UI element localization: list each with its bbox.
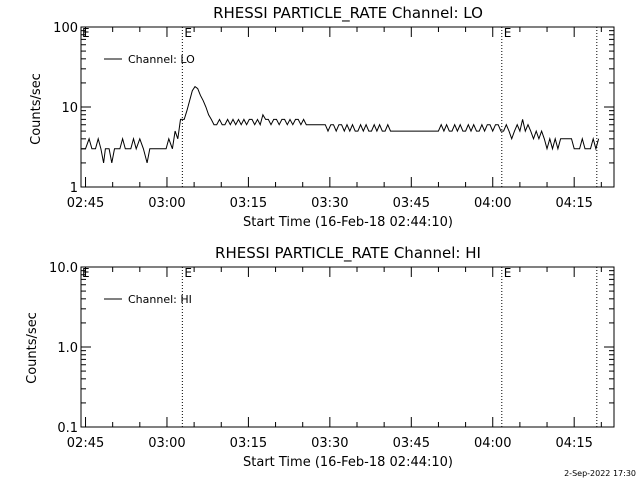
footer-date: 2-Sep-2022 17:30 [564, 469, 636, 478]
x-tick-label: 03:30 [311, 436, 348, 451]
x-tick-label: 03:15 [230, 436, 267, 451]
plot-area: 0.1 1.0 10.0 02:45 03:00 03:15 03:30 03:45 04:00… [49, 261, 615, 451]
y-tick-label: 10.0 [49, 261, 78, 276]
y-axis-label: Counts/sec [25, 312, 40, 384]
chart-title: RHESSI PARTICLE_RATE Channel: HI [215, 244, 481, 263]
legend-label: Channel: LO [128, 53, 195, 66]
x-tick-label: 03:00 [148, 436, 185, 451]
x-tick-label: 04:15 [555, 196, 592, 211]
plot-frame [80, 266, 615, 428]
event-marker-label: E [184, 266, 192, 280]
event-marker-label: E [504, 26, 512, 40]
x-tick-label: 03:45 [393, 196, 430, 211]
chart-panel-lo: RHESSI PARTICLE_RATE Channel: LO Counts/… [29, 4, 615, 230]
x-tick-label: 04:15 [555, 436, 592, 451]
x-tick-label: 02:45 [67, 436, 104, 451]
x-tick-label: 04:00 [474, 436, 511, 451]
x-axis-label: Start Time (16-Feb-18 02:44:10) [243, 455, 453, 470]
event-marker-label: E [184, 26, 192, 40]
plot-frame [80, 26, 615, 188]
y-axis-label: Counts/sec [29, 73, 44, 145]
y-tick-label: 0.1 [57, 421, 78, 436]
x-tick-label: 02:45 [67, 196, 104, 211]
x-tick-label: 04:00 [474, 196, 511, 211]
x-tick-label: 03:15 [230, 196, 267, 211]
event-marker-label: E [82, 26, 90, 40]
series-line [81, 85, 600, 164]
event-marker-label: E [504, 266, 512, 280]
x-tick-label: 03:45 [393, 436, 430, 451]
plot-area: 1 10 100 02:45 03:00 03:15 03:30 03:45 04:00 04:1… [53, 21, 615, 211]
event-marker-label: E [82, 266, 90, 280]
y-tick-label: 1 [70, 181, 78, 196]
y-tick-label: 10 [61, 101, 78, 116]
x-tick-label: 03:30 [311, 196, 348, 211]
chart-title: RHESSI PARTICLE_RATE Channel: LO [213, 4, 483, 23]
legend-label: Channel: HI [128, 293, 192, 306]
x-axis-label: Start Time (16-Feb-18 02:44:10) [243, 215, 453, 230]
x-tick-label: 03:00 [148, 196, 185, 211]
chart-panel-hi: RHESSI PARTICLE_RATE Channel: HI Counts/… [25, 244, 615, 470]
y-tick-label: 100 [53, 21, 78, 36]
y-tick-label: 1.0 [57, 341, 78, 356]
